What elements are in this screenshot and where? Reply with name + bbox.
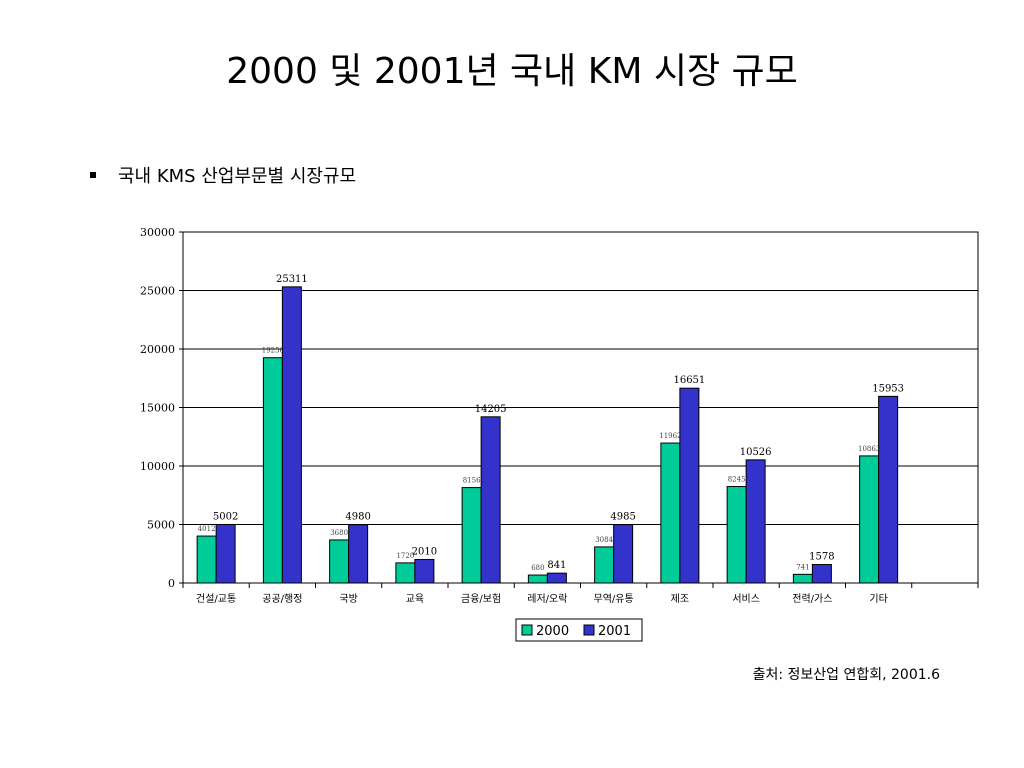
x-category-label: 무역/유통 bbox=[594, 593, 634, 605]
x-category-label: 제조 bbox=[671, 593, 689, 605]
bar-2001 bbox=[679, 387, 700, 584]
data-label-2001: 4985 bbox=[610, 512, 635, 523]
data-label-2001: 10526 bbox=[740, 447, 772, 458]
x-category-label: 전력/가스 bbox=[792, 593, 832, 605]
x-category-label: 기타 bbox=[869, 593, 887, 605]
bar-2001 bbox=[878, 395, 899, 584]
bar-2000 bbox=[395, 562, 416, 584]
bar-2001 bbox=[281, 286, 302, 584]
x-category-label: 국방 bbox=[339, 593, 357, 605]
bar-2000 bbox=[859, 455, 880, 584]
data-label-2000: 741 bbox=[796, 563, 809, 571]
y-tick-label: 5000 bbox=[147, 519, 175, 532]
source-note: 출처: 정보산업 연합회, 2001.6 bbox=[752, 667, 940, 683]
bullet-item: 국내 KMS 산업부문별 시장규모 bbox=[90, 162, 356, 188]
data-label-2001: 14205 bbox=[475, 404, 507, 415]
bar-2000 bbox=[329, 539, 350, 584]
legend-swatch-2000 bbox=[521, 624, 533, 636]
data-label-2001: 16651 bbox=[673, 375, 705, 386]
x-category-label: 금융/보험 bbox=[461, 593, 501, 605]
bar-2000 bbox=[726, 486, 747, 584]
legend-swatch-2001 bbox=[583, 624, 595, 636]
x-category-label: 레저/오락 bbox=[527, 593, 567, 605]
bar-2001 bbox=[414, 558, 435, 584]
data-label-2000: 8245 bbox=[728, 476, 746, 484]
bar-2000 bbox=[461, 487, 482, 584]
bar-2001 bbox=[215, 523, 236, 584]
bar-2000 bbox=[262, 357, 283, 584]
data-label-2001: 2010 bbox=[412, 546, 437, 557]
x-category-label: 서비스 bbox=[732, 593, 760, 605]
bar-2001 bbox=[546, 572, 567, 584]
data-label-2000: 10863 bbox=[858, 445, 880, 453]
legend-label-2001: 2001 bbox=[598, 624, 631, 639]
data-label-2000: 4012 bbox=[198, 525, 216, 533]
bar-2001 bbox=[745, 459, 766, 584]
x-category-label: 교육 bbox=[406, 593, 424, 605]
y-tick-label: 20000 bbox=[140, 343, 175, 356]
y-tick-label: 0 bbox=[168, 577, 175, 590]
data-label-2000: 1720 bbox=[396, 552, 414, 560]
y-tick-label: 10000 bbox=[140, 460, 175, 473]
y-tick-label: 15000 bbox=[140, 402, 175, 415]
x-category-label: 건설/교통 bbox=[196, 593, 236, 605]
data-label-2001: 4980 bbox=[345, 512, 370, 523]
legend bbox=[515, 618, 643, 642]
x-category-label: 공공/행정 bbox=[262, 593, 302, 605]
data-label-2001: 5002 bbox=[213, 511, 238, 522]
bar-2001 bbox=[480, 416, 501, 584]
data-label-2000: 19256 bbox=[262, 347, 285, 355]
data-label-2000: 8156 bbox=[463, 477, 481, 485]
slide-title: 2000 및 2001년 국내 KM 시장 규모 bbox=[226, 51, 798, 92]
bullet-marker bbox=[90, 172, 96, 178]
data-label-2001: 15953 bbox=[872, 383, 904, 394]
bar-2000 bbox=[594, 546, 615, 584]
data-label-2000: 11962 bbox=[659, 432, 681, 440]
bullet-text: 국내 KMS 산업부문별 시장규모 bbox=[118, 166, 357, 187]
bar-2000 bbox=[660, 442, 681, 584]
data-label-2000: 680 bbox=[531, 564, 544, 572]
y-tick-label: 30000 bbox=[140, 226, 175, 239]
data-label-2001: 841 bbox=[547, 560, 566, 571]
bar-2001 bbox=[348, 524, 369, 584]
bar-2001 bbox=[613, 524, 634, 584]
data-label-2001: 1578 bbox=[809, 552, 834, 563]
data-label-2001: 25311 bbox=[276, 274, 308, 285]
bar-2000 bbox=[196, 535, 217, 584]
bar-2000 bbox=[792, 573, 813, 584]
bar-2001 bbox=[811, 564, 832, 584]
data-label-2000: 3680 bbox=[330, 529, 348, 537]
legend-label-2000: 2000 bbox=[536, 624, 569, 639]
y-tick-label: 25000 bbox=[140, 285, 175, 298]
bar-2000 bbox=[527, 574, 548, 584]
data-label-2000: 3084 bbox=[595, 536, 613, 544]
